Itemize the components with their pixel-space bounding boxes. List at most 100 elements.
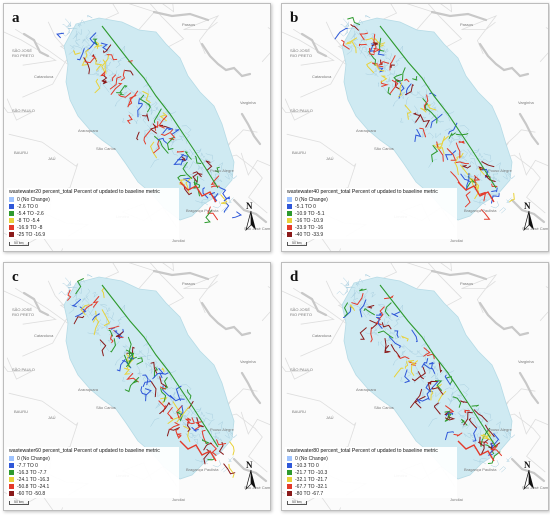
main-river xyxy=(379,284,497,448)
place-label-sao-jose: SÃO JOSÉ xyxy=(290,48,310,53)
place-label-passos: Passos xyxy=(182,281,195,286)
legend-swatch xyxy=(9,218,14,223)
legend-item: -5.1 TO 0 xyxy=(287,203,455,210)
place-label-pouso-alegre: Pouso Alegre xyxy=(488,427,513,432)
place-label-varginha: Varginha xyxy=(518,359,534,364)
place-label-araraquara: Araraquara xyxy=(78,387,99,392)
legend-swatch xyxy=(9,470,14,475)
legend-label: -21.7 TO -10.3 xyxy=(295,469,328,476)
panel-letter: b xyxy=(290,10,299,26)
legend-label: -60 TO -50.8 xyxy=(17,490,46,497)
reservoirs xyxy=(22,269,268,483)
legend-label: -24.1 TO -16.3 xyxy=(17,476,50,483)
place-label-passos: Passos xyxy=(182,22,195,27)
legend-item: -33.9 TO -16 xyxy=(287,224,455,231)
place-label-araraquara: Araraquara xyxy=(78,128,99,133)
scale-bar: 50 km xyxy=(287,241,307,246)
legend-item: -5.4 TO -2.6 xyxy=(9,210,177,217)
stream-network xyxy=(336,273,516,473)
legend-item: -10.3 TO 0 xyxy=(287,462,455,469)
place-label-jau: JAÚ xyxy=(326,415,334,420)
legend-title: wastewater20 percent_total Percent of up… xyxy=(9,189,160,195)
legend-label: -2.6 TO 0 xyxy=(17,203,38,210)
legend-swatch xyxy=(287,204,292,209)
legend-item: 0 (No Change) xyxy=(287,196,455,203)
outlet-cluster xyxy=(179,440,217,462)
legend-swatch xyxy=(287,225,292,230)
legend-title: wastewater80 percent_total Percent of up… xyxy=(287,448,438,454)
legend-swatch xyxy=(9,197,14,202)
place-label-araraquara: Araraquara xyxy=(356,128,377,133)
place-label-sao-jose: SÃO JOSÉ xyxy=(12,48,32,53)
scale-bar: 50 km xyxy=(287,500,307,505)
legend-item: 0 (No Change) xyxy=(287,455,455,462)
legend-swatch xyxy=(287,491,292,496)
place-label-braganca: Bragança Paulista xyxy=(464,467,497,472)
main-river xyxy=(101,25,219,189)
legend-item: -25 TO -16.9 xyxy=(9,231,177,238)
legend-swatch xyxy=(287,484,292,489)
legend-swatch xyxy=(9,204,14,209)
changed-segments xyxy=(67,278,236,478)
legend-label: -5.1 TO 0 xyxy=(295,203,316,210)
place-label-sao-carlos: São Carlos xyxy=(96,146,116,151)
place-label-jau: JAÚ xyxy=(326,156,334,161)
reservoirs xyxy=(300,269,546,483)
legend-item: -7.7 TO 0 xyxy=(9,462,177,469)
legend-item: -16 TO -10.9 xyxy=(287,217,455,224)
changed-segments xyxy=(56,32,243,224)
legend-label: -80 TO -67.7 xyxy=(295,490,324,497)
legend-label: -50.8 TO -24.1 xyxy=(17,483,50,490)
legend-swatch xyxy=(9,225,14,230)
place-label-rio-preto: RIO PRETO xyxy=(12,53,34,58)
legend-item: -21.7 TO -10.3 xyxy=(287,469,455,476)
legend-label: 0 (No Change) xyxy=(295,455,328,462)
map-panel-a: SÃO JOSÉ RIO PRETO SÃO PAULO BAURU JAÚ Catand… xyxy=(3,3,271,252)
outlet-cluster xyxy=(457,181,495,203)
place-label-braganca: Bragança Paulista xyxy=(186,208,219,213)
place-label-araraquara: Araraquara xyxy=(356,387,377,392)
legend-label: -16.9 TO -8 xyxy=(17,224,43,231)
changed-segments xyxy=(343,288,502,464)
place-label-jundiai: Jundiaí xyxy=(172,497,186,502)
main-river xyxy=(101,284,219,448)
place-label-jundiai: Jundiaí xyxy=(450,238,464,243)
legend-item: -80 TO -67.7 xyxy=(287,490,455,497)
place-label-catanduva: Catanduva xyxy=(34,74,54,79)
map-legend: wastewater80 percent_total Percent of up… xyxy=(285,447,457,498)
place-label-bauru: BAURU xyxy=(292,150,306,155)
place-label-pouso-alegre: Pouso Alegre xyxy=(488,168,513,173)
legend-item: -67.7 TO -32.1 xyxy=(287,483,455,490)
legend-label: 0 (No Change) xyxy=(17,455,50,462)
place-label-sao-jose: SÃO JOSÉ xyxy=(12,307,32,312)
north-arrow-icon: N xyxy=(242,201,260,232)
legend-item: -60 TO -50.8 xyxy=(9,490,177,497)
place-label-sao-carlos: São Carlos xyxy=(96,405,116,410)
place-label-catanduva: Catanduva xyxy=(312,333,332,338)
legend-item: 0 (No Change) xyxy=(9,196,177,203)
place-label-sao-paulo: SÃO PAULO xyxy=(12,108,35,113)
legend-swatch xyxy=(287,470,292,475)
place-label-braganca: Bragança Paulista xyxy=(464,208,497,213)
place-label-pouso-alegre: Pouso Alegre xyxy=(210,427,235,432)
place-label-sao-paulo: SÃO PAULO xyxy=(12,367,35,372)
map-panel-b: SÃO JOSÉ RIO PRETO SÃO PAULO BAURU JAÚ Catand… xyxy=(281,3,549,252)
legend-label: -40 TO -33.9 xyxy=(295,231,324,238)
place-label-sao-paulo: SÃO PAULO xyxy=(290,108,313,113)
legend-swatch xyxy=(287,197,292,202)
legend-label: -25 TO -16.9 xyxy=(17,231,46,238)
legend-swatch xyxy=(9,211,14,216)
scale-bar: 50 km xyxy=(9,500,29,505)
legend-label: -7.7 TO 0 xyxy=(17,462,38,469)
place-label-braganca: Bragança Paulista xyxy=(186,467,219,472)
place-label-sao-jose-campos: São José Campos xyxy=(244,226,270,231)
legend-label: -33.9 TO -16 xyxy=(295,224,324,231)
legend-item: -16.9 TO -8 xyxy=(9,224,177,231)
scale-bar: 50 km xyxy=(9,241,29,246)
place-label-varginha: Varginha xyxy=(240,100,256,105)
legend-swatch xyxy=(9,484,14,489)
place-label-sao-paulo: SÃO PAULO xyxy=(290,367,313,372)
legend-swatch xyxy=(287,211,292,216)
outlet-cluster xyxy=(179,181,217,203)
